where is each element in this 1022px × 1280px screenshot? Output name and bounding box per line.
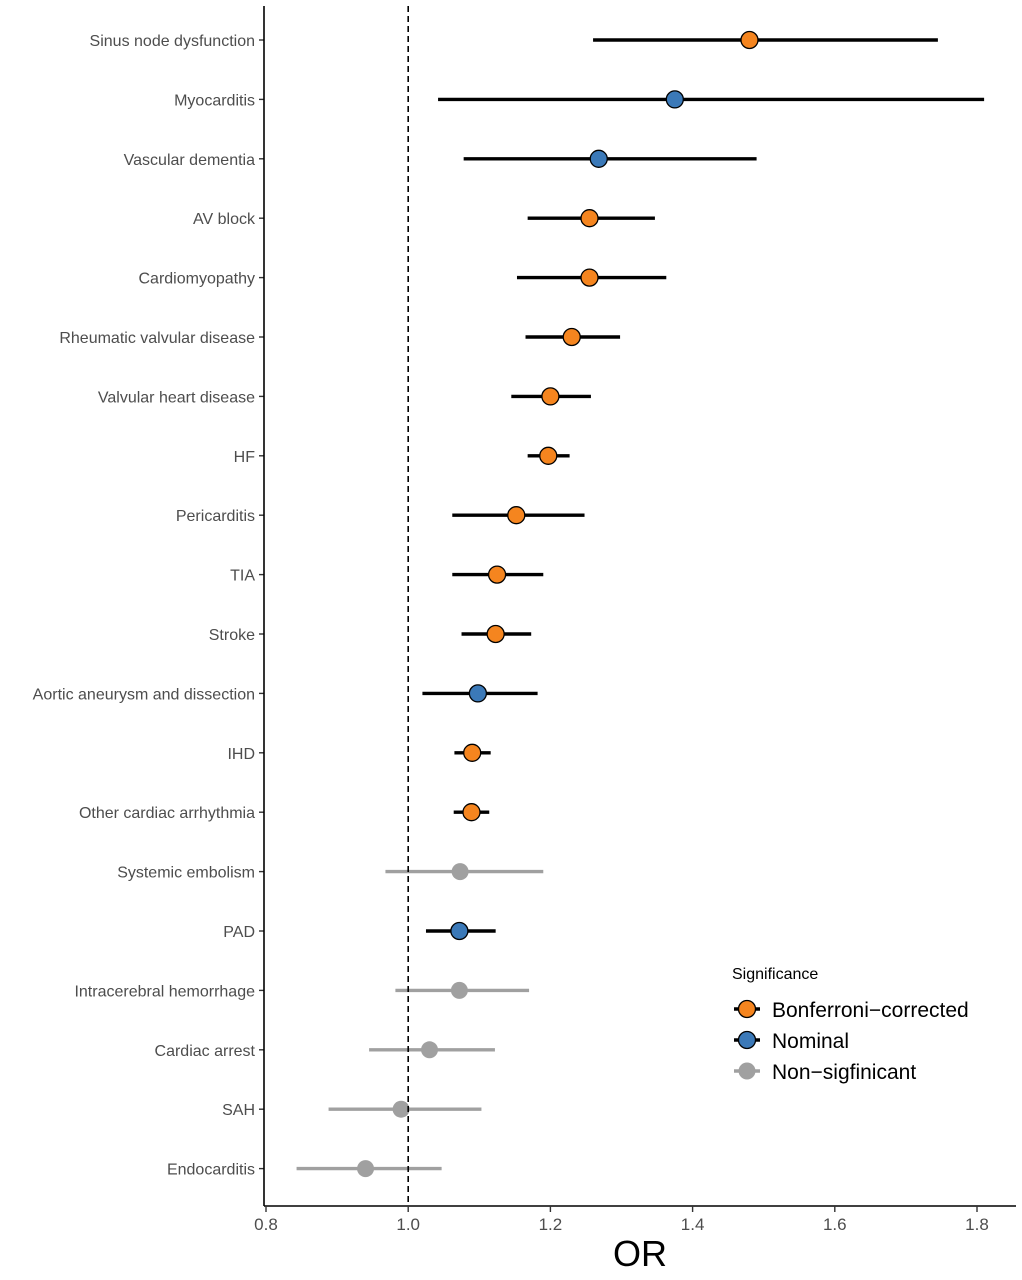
- point-estimate: [665, 90, 684, 109]
- category-label: IHD: [227, 746, 255, 763]
- point-estimate: [450, 981, 468, 999]
- category-label: AV block: [193, 211, 256, 228]
- point-estimate: [462, 803, 481, 822]
- point-estimate: [580, 268, 599, 287]
- point-estimate: [486, 624, 505, 644]
- category-label: Other cardiac arrhythmia: [79, 805, 255, 822]
- category-label: Cardiomyopathy: [139, 271, 256, 288]
- category-label: HF: [234, 449, 256, 466]
- legend-entry-label: Nominal: [772, 1030, 849, 1053]
- category-label: Sinus node dysfunction: [90, 33, 255, 50]
- x-tick-label: 1.8: [965, 1215, 989, 1234]
- x-tick-label: 0.8: [254, 1215, 278, 1234]
- point-estimate: [451, 863, 469, 881]
- category-label: Rheumatic valvular disease: [59, 330, 255, 347]
- category-label: Pericarditis: [176, 508, 255, 525]
- plot-area: [296, 30, 985, 1178]
- x-tick-label: 1.4: [681, 1215, 705, 1234]
- x-axis-title: OR: [613, 1233, 667, 1274]
- point-estimate: [468, 684, 488, 703]
- point-estimate: [507, 506, 526, 525]
- category-label: TIA: [230, 568, 255, 585]
- legend-entry-label: Non−sigfinicant: [772, 1061, 916, 1084]
- category-label: Intracerebral hemorrhage: [74, 983, 255, 1000]
- point-estimate: [562, 327, 581, 347]
- category-label: SAH: [222, 1102, 255, 1119]
- legend-entry-label: Bonferroni−corrected: [772, 999, 969, 1022]
- axes: 0.8 1.0 1.2 1.4 1.6 1.8: [254, 6, 1016, 1234]
- legend-key-point: [737, 999, 757, 1019]
- category-label: Endocarditis: [167, 1162, 255, 1179]
- category-label: Vascular dementia: [124, 152, 255, 169]
- legend-key-point: [738, 1062, 756, 1080]
- category-label: PAD: [223, 924, 255, 941]
- point-estimate: [421, 1041, 439, 1059]
- point-estimate: [357, 1160, 375, 1178]
- category-label: Systemic embolism: [117, 865, 255, 882]
- category-label: Aortic aneurysm and dissection: [33, 686, 255, 703]
- x-tick-label: 1.6: [823, 1215, 847, 1234]
- point-estimate: [539, 446, 558, 465]
- point-estimate: [740, 30, 759, 50]
- x-tick-label: 1.0: [396, 1215, 420, 1234]
- point-estimate: [392, 1100, 410, 1118]
- x-tick-label: 1.2: [539, 1215, 563, 1234]
- point-estimate: [450, 921, 469, 941]
- point-estimate: [541, 387, 560, 406]
- legend-key-point: [737, 1030, 757, 1050]
- point-estimate: [463, 743, 482, 762]
- point-estimate: [487, 565, 507, 584]
- category-label: Myocarditis: [174, 92, 255, 109]
- category-label: Valvular heart disease: [98, 389, 255, 406]
- category-label: Cardiac arrest: [155, 1043, 256, 1060]
- point-estimate: [580, 209, 599, 228]
- category-label: Stroke: [209, 627, 255, 644]
- point-estimate: [589, 149, 608, 168]
- legend-title: Significance: [732, 966, 818, 983]
- category-labels: Sinus node dysfunction Myocarditis Vascula…: [33, 33, 264, 1179]
- legend: Significance Bonferroni−corrected Nominal…: [732, 966, 969, 1084]
